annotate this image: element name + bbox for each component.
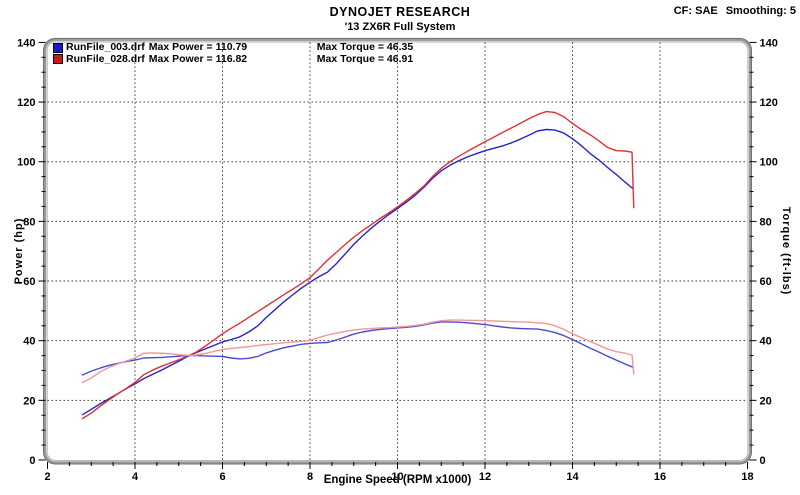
x-tick-label: 10 <box>391 471 403 483</box>
legend-swatch-red <box>53 54 63 65</box>
y-axis-label-power: Power (hp) <box>13 217 25 285</box>
y-left-tick-label: 0 <box>29 455 35 467</box>
curve-runfile-028-drf-power <box>81 110 635 420</box>
y-left-tick-label: 140 <box>17 37 35 49</box>
legend-max-torque: Max Torque = 46.91 <box>316 52 414 65</box>
correction-factor: CF: SAE <box>673 5 718 17</box>
legend-max-power: Max Power = 116.82 <box>148 52 248 65</box>
legend-max-torque: Max Torque = 46.35 <box>316 41 414 53</box>
y-left-tick-label: 20 <box>23 395 35 407</box>
y-left-tick-label: 80 <box>23 216 35 228</box>
y-axis-label-torque: Torque (ft-lbs) <box>780 206 792 296</box>
y-left-tick-label: 40 <box>23 336 35 348</box>
y-right-tick-label: 0 <box>760 455 766 467</box>
smoothing-level: Smoothing: 5 <box>725 5 796 17</box>
y-right-tick-label: 100 <box>760 157 778 169</box>
legend: RunFile_003.drf Max Power = 110.79 Max T… <box>53 41 414 66</box>
legend-file-name: RunFile_028.drf <box>66 52 145 65</box>
plot-frame-highlight <box>46 40 749 462</box>
y-left-tick-label: 120 <box>17 97 35 109</box>
page-title: DYNOJET RESEARCH <box>329 5 471 19</box>
y-right-tick-label: 80 <box>760 216 772 228</box>
legend-run-028: RunFile_028.drf Max Power = 116.82 Max T… <box>53 52 414 66</box>
x-tick-label: 18 <box>741 471 753 483</box>
x-tick-label: 2 <box>44 471 50 483</box>
curve-runfile-003-drf-torque <box>81 321 634 376</box>
legend-max-power: Max Power = 110.79 <box>148 41 248 53</box>
page-subtitle: '13 ZX6R Full System <box>344 21 456 33</box>
curve-runfile-028-drf-torque <box>81 319 635 384</box>
legend-run-003: RunFile_003.drf Max Power = 110.79 Max T… <box>53 41 414 54</box>
y-left-tick-label: 100 <box>17 157 35 169</box>
x-tick-label: 16 <box>654 471 666 483</box>
y-right-tick-label: 60 <box>760 276 772 288</box>
y-right-tick-label: 20 <box>760 395 772 407</box>
legend-file-name: RunFile_003.drf <box>66 41 145 53</box>
correction-smoothing-readout: CF: SAE Smoothing: 5 <box>674 5 796 17</box>
curve-runfile-003-drf-power <box>81 128 634 416</box>
legend-swatch-blue <box>53 42 63 53</box>
x-tick-label: 12 <box>479 471 491 483</box>
x-tick-label: 14 <box>566 471 579 483</box>
y-right-tick-label: 140 <box>760 37 778 49</box>
x-tick-label: 8 <box>307 471 313 483</box>
y-right-tick-label: 40 <box>760 336 772 348</box>
x-tick-label: 4 <box>132 471 139 483</box>
x-tick-label: 6 <box>219 471 225 483</box>
y-left-tick-label: 60 <box>23 276 35 288</box>
y-right-tick-label: 120 <box>760 97 778 109</box>
x-axis-label: Engine Speed (RPM x1000) <box>323 474 472 486</box>
